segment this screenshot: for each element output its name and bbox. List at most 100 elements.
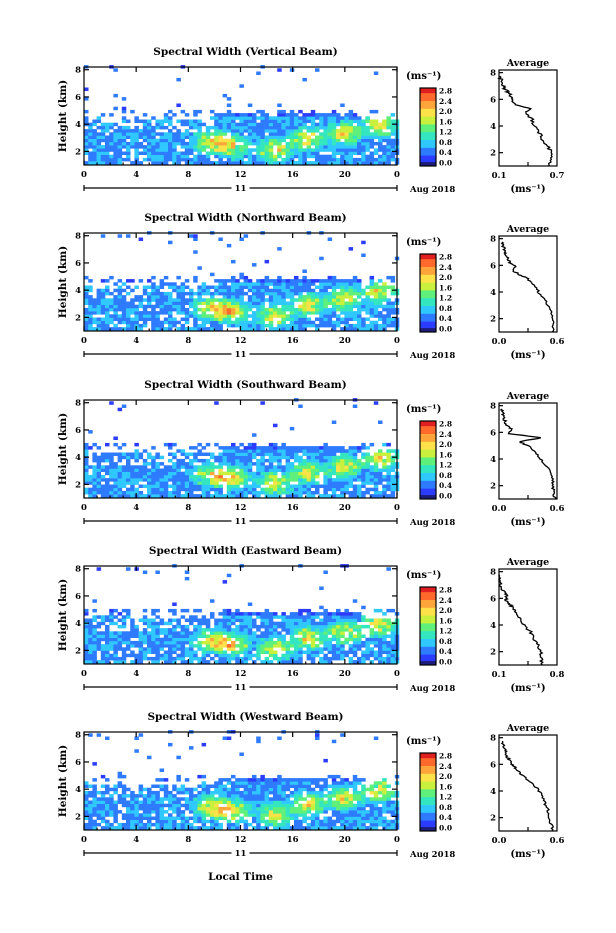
heatmap-cell: [374, 129, 379, 133]
heatmap-cell: [139, 647, 144, 651]
heatmap-cell: [218, 305, 223, 309]
heatmap-cell: [92, 494, 97, 498]
heatmap-cell: [265, 298, 270, 302]
heatmap-cell: [248, 654, 253, 658]
heatmap-cell: [143, 298, 148, 302]
heatmap-cell: [151, 276, 156, 280]
heatmap-cell: [273, 282, 278, 286]
heatmap-cell: [227, 631, 232, 635]
heatmap-cell: [374, 820, 379, 824]
heatmap-cell: [328, 478, 333, 482]
heatmap-cell: [147, 481, 152, 485]
heatmap-cell: [290, 453, 295, 457]
heatmap-cell: [223, 622, 228, 626]
heatmap-cell: [374, 462, 379, 466]
heatmap-cell: [332, 478, 337, 482]
heatmap-cell: [370, 654, 375, 658]
heatmap-cell: [185, 132, 190, 136]
heatmap-cell: [235, 286, 240, 290]
heatmap-cell: [160, 823, 165, 827]
heatmap-cell: [294, 308, 299, 312]
heatmap-cell: [294, 826, 299, 830]
heatmap-cell: [319, 453, 324, 457]
heatmap-cell: [84, 469, 89, 473]
heatmap-cell: [256, 641, 261, 645]
heatmap-cell: [151, 817, 156, 821]
heatmap-cell: [277, 132, 282, 136]
panel-title: Spectral Width (Eastward Beam): [149, 545, 342, 557]
heatmap-cell: [311, 660, 316, 664]
heatmap-cell: [109, 475, 114, 479]
heatmap-cell: [118, 644, 123, 648]
heatmap-cell: [189, 651, 194, 655]
heatmap-cell: [193, 311, 198, 315]
heatmap-cell: [92, 826, 97, 830]
heatmap-cell: [315, 651, 320, 655]
heatmap-cell: [176, 622, 181, 626]
heatmap-cell: [260, 161, 265, 165]
heatmap-cell: [97, 485, 102, 489]
heatmap-cell: [319, 295, 324, 299]
heatmap-cell: [307, 491, 312, 495]
heatmap-cell: [202, 485, 207, 489]
heatmap-cell: [353, 472, 358, 476]
heatmap-cell: [231, 158, 236, 162]
heatmap-cell: [248, 475, 253, 479]
heatmap-cell: [269, 491, 274, 495]
heatmap-cell: [328, 459, 333, 463]
heatmap-cell: [218, 136, 223, 140]
heatmap-cell: [252, 155, 257, 159]
heatmap-cell: [151, 612, 156, 616]
heatmap-cell: [147, 817, 152, 821]
heatmap-cell: [235, 475, 240, 479]
heatmap-cell: [193, 305, 198, 309]
heatmap-cell: [252, 491, 257, 495]
heatmap-cell: [302, 472, 307, 476]
heatmap-cell: [181, 120, 186, 124]
heatmap-cell: [386, 609, 391, 613]
heatmap-cell: [311, 148, 316, 152]
heatmap-cell: [197, 155, 202, 159]
heatmap-cell: [122, 97, 127, 101]
heatmap-cell: [336, 282, 341, 286]
heatmap-cell: [349, 826, 354, 830]
heatmap-cell: [164, 635, 169, 639]
heatmap-cell: [113, 635, 118, 639]
heatmap-cell: [185, 625, 190, 629]
heatmap-cell: [181, 459, 186, 463]
heatmap-cell: [147, 145, 152, 149]
heatmap-cell: [328, 615, 333, 619]
heatmap-cell: [365, 459, 370, 463]
heatmap-cell: [210, 628, 215, 632]
heatmap-cell: [223, 478, 228, 482]
heatmap-cell: [113, 469, 118, 473]
heatmap-cell: [126, 142, 131, 146]
heatmap-cell: [101, 635, 106, 639]
heatmap-cell: [122, 129, 127, 133]
heatmap-cell: [155, 145, 160, 149]
heatmap-cell: [311, 826, 316, 830]
heatmap-cell: [277, 469, 282, 473]
heatmap-cell: [336, 286, 341, 290]
heatmap-cell: [185, 298, 190, 302]
heatmap-cell: [336, 631, 341, 635]
heatmap-cell: [172, 488, 177, 492]
heatmap-cell: [336, 321, 341, 325]
colorbar-tick-label: 2.0: [439, 273, 452, 282]
heatmap-cell: [315, 453, 320, 457]
heatmap-cell: [252, 286, 257, 290]
heatmap-cell: [218, 813, 223, 817]
heatmap-cell: [302, 625, 307, 629]
heatmap-cell: [323, 612, 328, 616]
heatmap-cell: [319, 619, 324, 623]
heatmap-cell: [185, 817, 190, 821]
heatmap-cell: [143, 459, 148, 463]
heatmap-cell: [155, 321, 160, 325]
heatmap-cell: [248, 615, 253, 619]
heatmap-cell: [155, 820, 160, 824]
heatmap-cell: [311, 465, 316, 469]
heatmap-cell: [134, 625, 139, 629]
heatmap-cell: [307, 625, 312, 629]
heatmap-cell: [193, 123, 198, 127]
heatmap-cell: [181, 638, 186, 642]
